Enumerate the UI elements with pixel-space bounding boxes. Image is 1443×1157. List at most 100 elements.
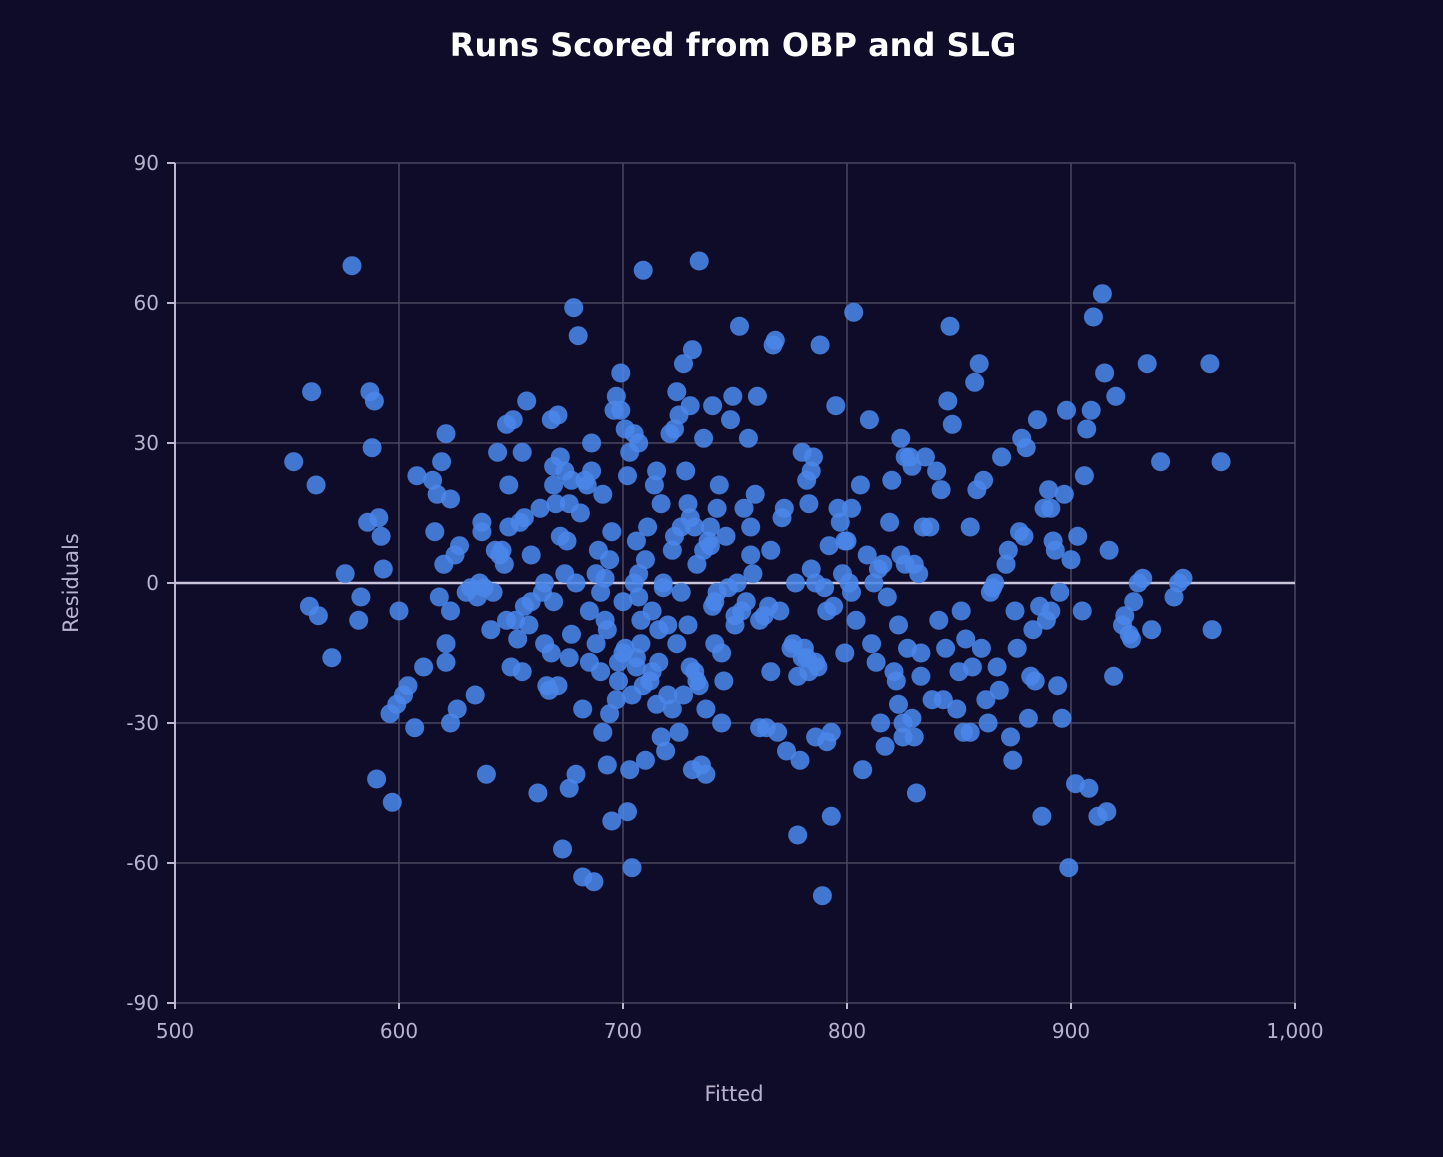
data-point	[826, 396, 846, 416]
data-point	[1039, 480, 1059, 500]
data-point	[1124, 592, 1144, 612]
data-point	[707, 498, 727, 518]
data-point	[1095, 363, 1115, 383]
data-point	[642, 601, 662, 621]
data-point	[351, 587, 371, 607]
data-point	[584, 872, 604, 892]
data-point	[633, 260, 653, 280]
data-point	[844, 302, 864, 322]
data-point	[514, 508, 534, 528]
x-tick-label: 900	[1052, 1019, 1090, 1043]
data-point	[960, 722, 980, 742]
data-point	[1106, 386, 1126, 406]
data-point	[414, 657, 434, 677]
data-point	[931, 480, 951, 500]
data-point	[965, 372, 985, 392]
data-point	[530, 498, 550, 518]
data-point	[669, 722, 689, 742]
data-point	[777, 741, 796, 761]
data-point	[548, 676, 568, 696]
data-point	[989, 680, 1009, 700]
data-point	[859, 410, 879, 430]
data-point	[306, 475, 326, 495]
data-point	[998, 540, 1018, 560]
data-point	[727, 573, 747, 593]
data-point	[602, 811, 622, 831]
data-point	[716, 526, 736, 546]
data-point	[786, 573, 805, 593]
data-point	[891, 428, 911, 448]
data-point	[694, 428, 714, 448]
data-point	[564, 298, 584, 318]
data-point	[902, 708, 922, 728]
data-point	[689, 251, 709, 271]
data-point	[1023, 620, 1043, 640]
data-point	[875, 736, 895, 756]
data-point	[1041, 601, 1061, 621]
x-tick-label: 1,000	[1266, 1019, 1323, 1043]
data-point	[761, 662, 781, 682]
data-point	[1045, 540, 1065, 560]
data-point	[1083, 307, 1103, 327]
data-point	[544, 475, 564, 495]
data-point	[508, 629, 528, 649]
data-point	[904, 727, 924, 747]
data-point	[371, 526, 391, 546]
data-point	[465, 685, 485, 705]
data-point	[738, 428, 758, 448]
data-point	[846, 610, 866, 630]
data-point	[429, 587, 449, 607]
data-point	[929, 610, 949, 630]
data-point	[597, 755, 617, 775]
data-point	[976, 690, 996, 710]
data-point	[1001, 727, 1020, 747]
data-point	[971, 638, 991, 658]
data-point	[1151, 452, 1171, 472]
data-point	[933, 690, 953, 710]
data-point	[1115, 606, 1135, 626]
data-point	[889, 615, 908, 635]
data-point	[674, 354, 693, 374]
data-point	[349, 610, 369, 630]
data-point	[620, 760, 640, 780]
data-point	[824, 596, 844, 616]
data-point	[611, 363, 631, 383]
data-point	[481, 620, 501, 640]
data-point	[736, 592, 756, 612]
data-point	[1081, 400, 1101, 420]
data-point	[712, 713, 732, 733]
data-point	[909, 564, 929, 584]
data-point	[541, 643, 561, 663]
y-tick-label: 90	[134, 151, 159, 175]
data-point	[819, 536, 839, 556]
data-point	[521, 545, 541, 565]
data-point	[322, 648, 342, 668]
data-point	[638, 517, 658, 537]
data-point	[723, 386, 743, 406]
data-point	[595, 568, 615, 588]
data-point	[801, 461, 821, 481]
data-point	[450, 536, 469, 556]
data-point	[436, 652, 456, 672]
y-tick-label: 0	[146, 571, 159, 595]
data-point	[1014, 526, 1034, 546]
data-point	[951, 601, 971, 621]
data-point	[425, 522, 445, 542]
data-point	[582, 433, 602, 453]
data-point	[808, 657, 828, 677]
data-point	[476, 764, 496, 784]
data-point	[1099, 540, 1119, 560]
data-point	[866, 652, 886, 672]
data-point	[911, 666, 931, 686]
data-point	[586, 634, 606, 654]
data-point	[629, 433, 649, 453]
data-point	[938, 391, 958, 411]
data-point	[721, 410, 740, 430]
data-point	[548, 405, 568, 425]
data-point	[1050, 582, 1070, 602]
data-point	[880, 512, 900, 532]
data-point	[1068, 526, 1088, 546]
data-point	[667, 634, 687, 654]
data-point	[472, 512, 492, 532]
